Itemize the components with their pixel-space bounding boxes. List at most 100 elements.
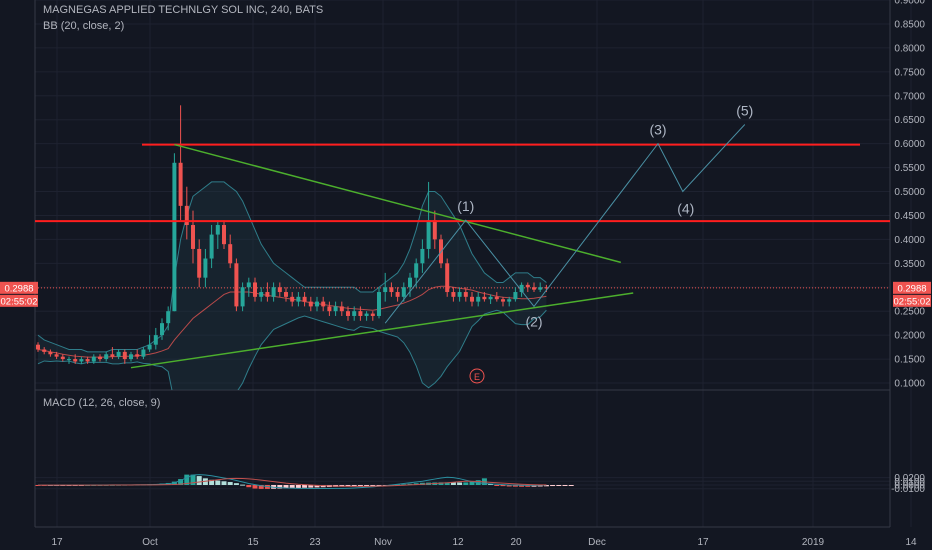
elliott-wave-path — [384, 124, 746, 324]
macd-histogram-bar — [252, 485, 258, 489]
candle-body — [389, 287, 394, 293]
candle-body — [339, 306, 344, 312]
macd-histogram-bar — [302, 485, 308, 488]
candle-body — [209, 234, 214, 259]
macd-histogram-bar — [190, 474, 196, 485]
candle-body — [197, 248, 202, 278]
price-tick-label: 0.8500 — [894, 19, 925, 30]
earnings-circle — [469, 368, 485, 384]
candle-body — [513, 292, 518, 300]
time-axis: 17 Oct 15 23 Nov 12 20 Dec 17 2019 14 — [51, 537, 917, 548]
macd-histogram-bar — [215, 480, 221, 485]
candle-body — [265, 292, 270, 297]
macd-histogram-bar — [401, 484, 407, 486]
candle-body — [222, 225, 226, 245]
candle-body — [476, 296, 481, 302]
macd-histogram-bar — [512, 485, 518, 487]
right-countdown-tag-text: 02:55:02 — [894, 296, 931, 307]
macd-histogram-bar — [444, 482, 450, 485]
candle-body — [91, 356, 96, 362]
price-tick-label: 0.3500 — [894, 259, 925, 270]
candle-body — [470, 296, 474, 302]
candle-body — [36, 344, 40, 350]
candle-body — [259, 292, 264, 297]
macd-histogram-bar — [519, 485, 525, 487]
candle-body — [166, 311, 171, 324]
earnings-label: E — [474, 372, 480, 382]
time-tick-label: 23 — [309, 537, 321, 548]
candle-body — [191, 225, 195, 249]
candle-body — [501, 299, 505, 302]
candle-body — [457, 292, 462, 297]
macd-histogram-bar — [550, 485, 556, 487]
right-countdown-tag-bg — [893, 294, 931, 307]
candle-body — [346, 311, 350, 316]
macd-tick-label: 0.0200 — [894, 473, 925, 484]
candle-body — [203, 258, 208, 278]
macd-histogram-bar — [568, 485, 574, 486]
candle-body — [141, 349, 146, 357]
time-tick-label: 15 — [247, 537, 259, 548]
macd-histogram-bar — [295, 485, 301, 488]
macd-legend: MACD (12, 26, close, 9) — [43, 397, 161, 409]
macd-histogram-bar — [345, 485, 351, 487]
right-price-tag-text: 0.2988 — [897, 283, 926, 294]
left-countdown-tag: 02:55:02 — [0, 294, 38, 307]
price-tick-label: 0.8000 — [894, 43, 925, 54]
macd-histogram-bar — [314, 485, 320, 488]
time-tick-label: 20 — [510, 537, 522, 548]
wave-label: (2) — [525, 313, 542, 329]
candle-body — [315, 301, 319, 307]
candle-body — [160, 323, 164, 336]
candle-body — [507, 299, 512, 302]
wave-label: (1) — [457, 198, 474, 214]
candle-body — [370, 313, 375, 316]
candle-body — [271, 287, 276, 297]
left-price-tag-text: 0.2988 — [4, 283, 33, 294]
candle-body — [67, 359, 71, 361]
candle-body — [302, 296, 307, 302]
macd-histogram-bar — [364, 485, 370, 486]
candle-body — [488, 296, 493, 300]
candle-body — [147, 344, 152, 350]
macd-histogram-bar — [413, 483, 419, 485]
macd-histogram-bar — [407, 483, 413, 485]
macd-histogram-bar — [178, 479, 184, 485]
price-tick-label: 0.6000 — [894, 139, 925, 150]
candle-body — [327, 306, 332, 312]
time-tick-label: 2019 — [802, 537, 825, 548]
candle-body — [228, 244, 233, 264]
candles — [36, 105, 549, 364]
macd-histogram-bar — [209, 479, 215, 485]
symbol-title: MAGNEGAS APPLIED TECHNLGY SOL INC, 240, … — [43, 4, 324, 16]
price-tick-label: 0.9000 — [894, 0, 925, 7]
candle-body — [110, 354, 115, 357]
candle-body — [308, 301, 313, 307]
macd-histogram-bar — [171, 481, 177, 485]
candle-body — [215, 225, 220, 235]
macd-histogram-bar — [283, 485, 289, 489]
candle-body — [54, 354, 59, 357]
macd-signal-line — [38, 477, 547, 487]
candle-body — [525, 284, 530, 288]
candle-body — [414, 263, 419, 278]
bollinger-band-fill — [38, 181, 547, 390]
candle-body — [129, 354, 133, 360]
candle-body — [116, 351, 121, 357]
macd-histogram-bar — [376, 485, 382, 486]
price-tick-label: 0.4500 — [894, 211, 925, 222]
candle-body — [178, 162, 183, 206]
macd-histogram-bar — [525, 485, 531, 487]
candle-body — [60, 356, 65, 360]
macd-histogram-bar — [357, 485, 363, 487]
time-tick-label: 14 — [905, 537, 917, 548]
time-tick-label: 17 — [51, 537, 63, 548]
candle-body — [352, 311, 357, 316]
candle-body — [333, 306, 338, 312]
price-tick-label: 0.1000 — [894, 379, 925, 390]
candle-body — [122, 351, 127, 360]
macd-histogram-bar — [469, 481, 475, 485]
macd-histogram-bar — [240, 484, 246, 486]
